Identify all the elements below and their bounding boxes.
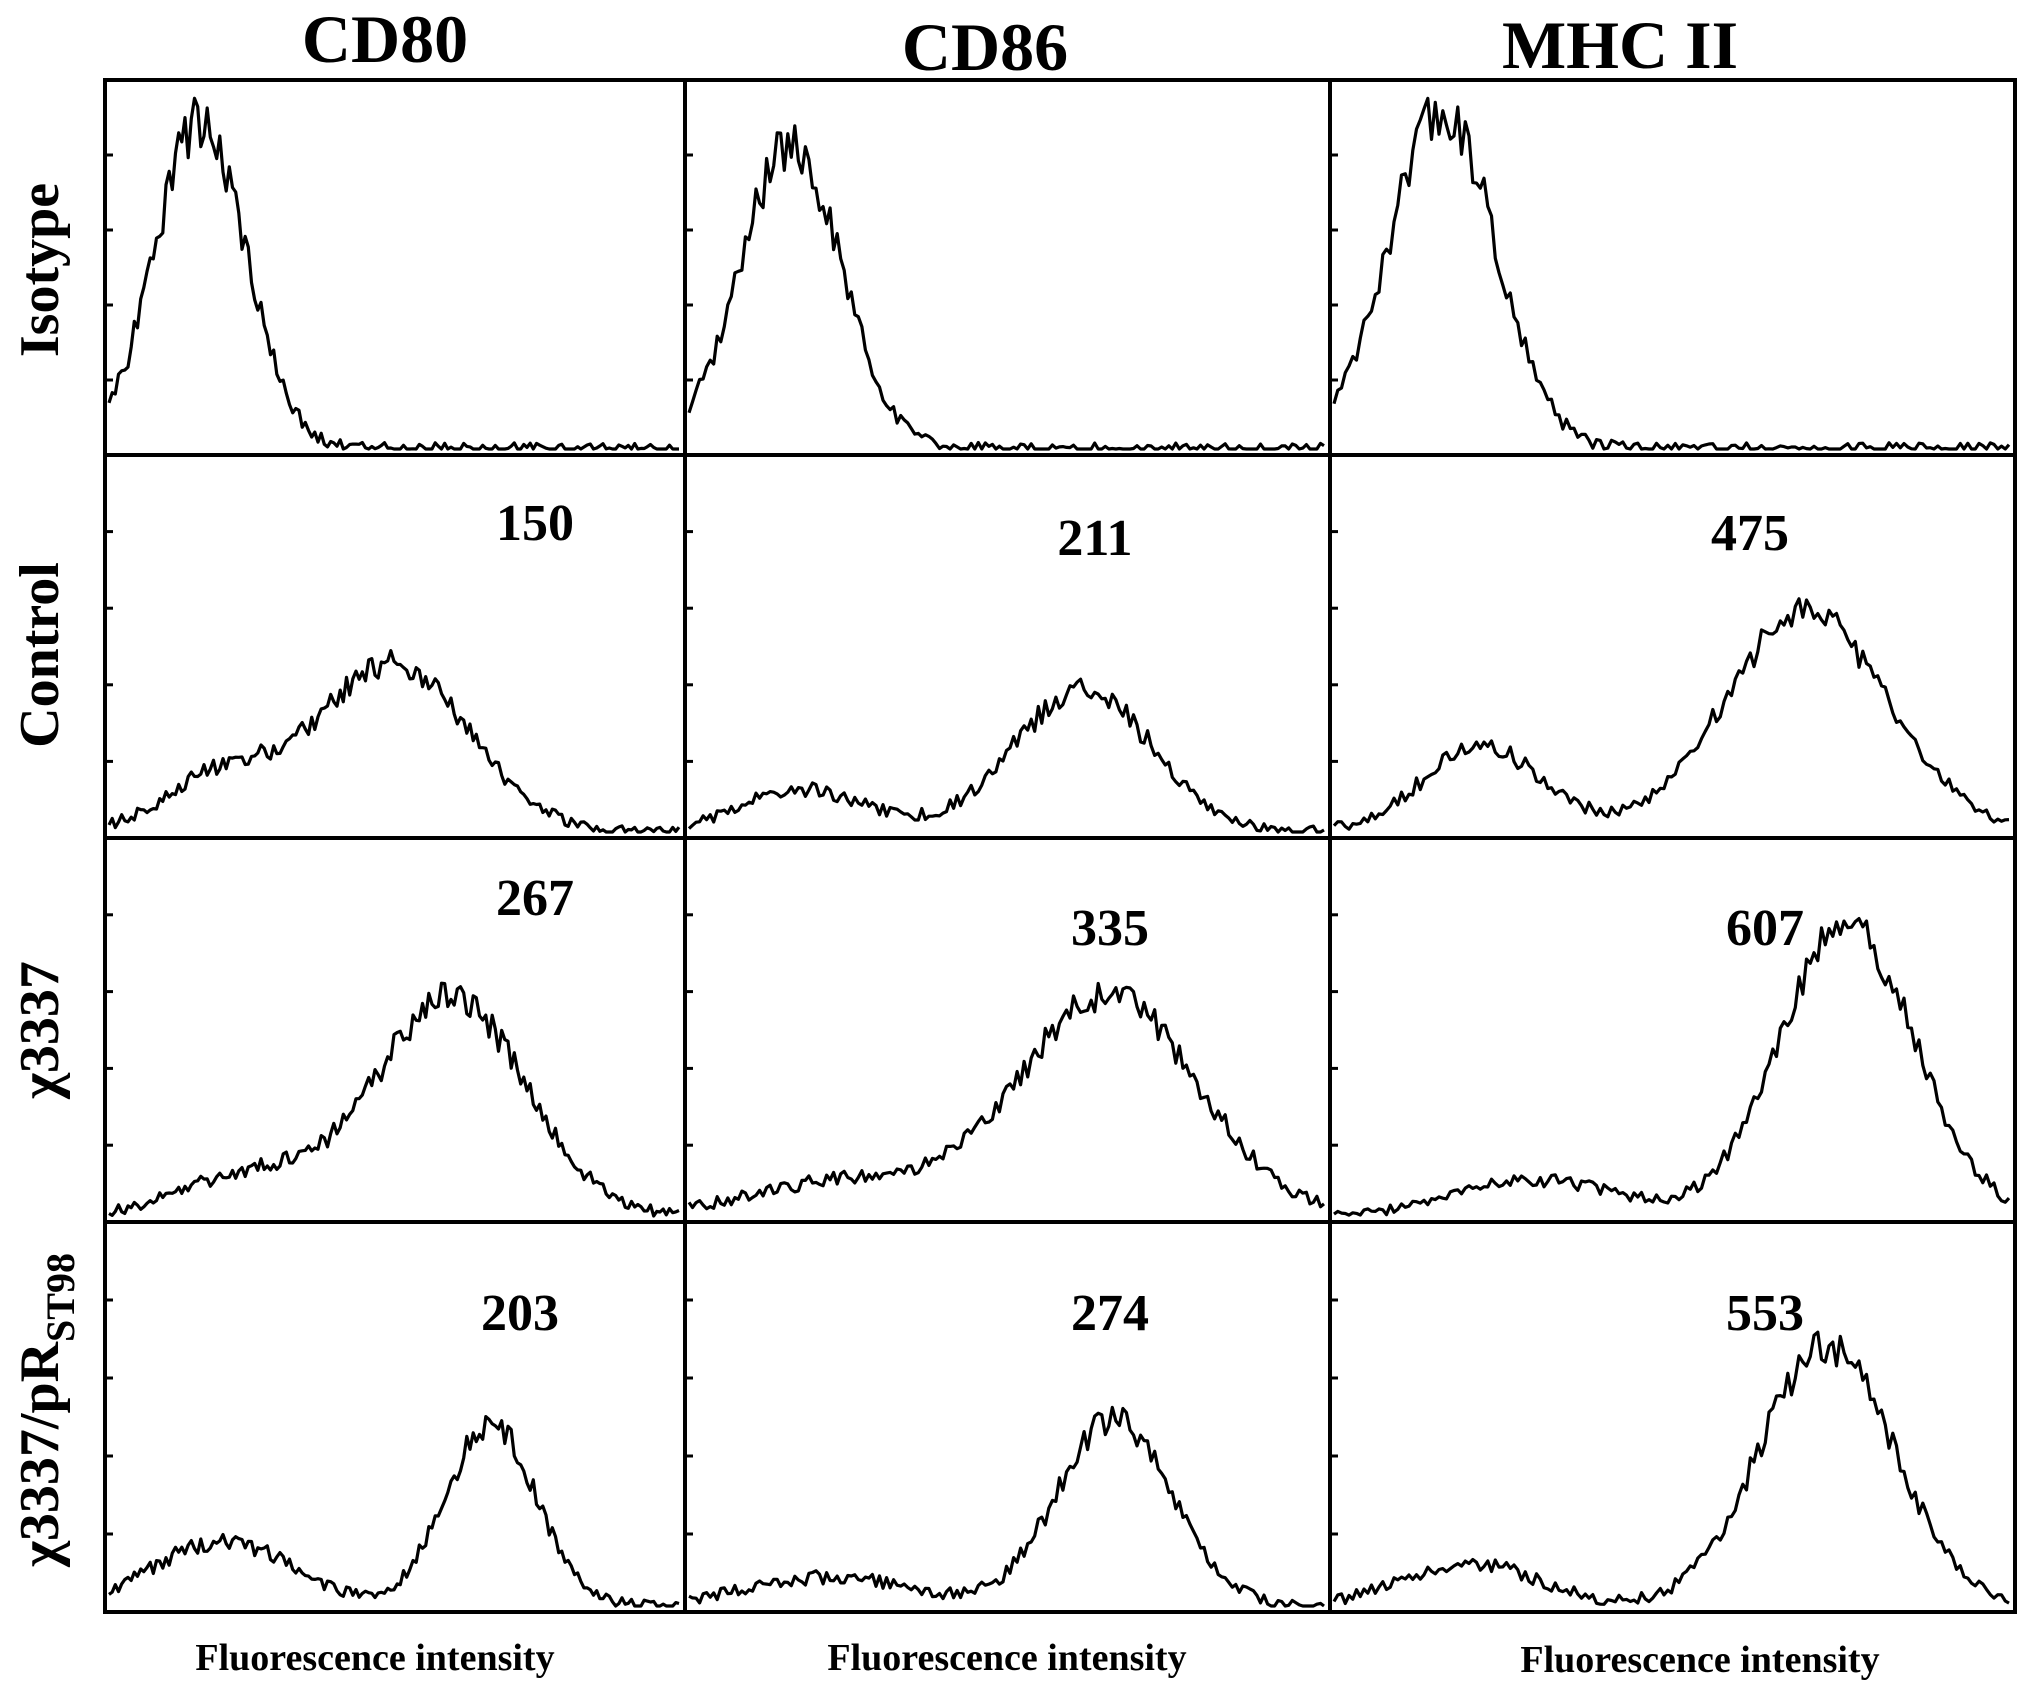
x-axis-label-cd80: Fluorescence intensity xyxy=(195,1637,554,1679)
column-title-cd80: CD80 xyxy=(302,1,468,77)
column-title-mhc-ii: MHC II xyxy=(1502,7,1738,83)
histogram-line-control-cd80 xyxy=(107,649,681,834)
value-chi3337-prst98-cd80: 203 xyxy=(481,1285,559,1342)
value-chi3337-prst98-mhc-ii: 553 xyxy=(1726,1285,1804,1342)
panel-frame xyxy=(103,78,687,457)
histogram-line-isotype-cd86 xyxy=(687,124,1325,451)
column-title-cd86: CD86 xyxy=(902,9,1068,85)
row-label-subscript: ST98 xyxy=(38,1253,83,1342)
panel-frame xyxy=(683,836,1332,1224)
histogram-line-control-cd86 xyxy=(687,677,1325,834)
panel-frame xyxy=(1328,453,2017,840)
x-axis-label-cd86: Fluorescence intensity xyxy=(827,1637,1186,1679)
row-label-chi3337-prst98: χ3337/pRST98 xyxy=(9,1253,83,1568)
value-chi3337-prst98-cd86: 274 xyxy=(1071,1285,1149,1342)
histogram-line-3337-mhcii xyxy=(1333,917,2011,1217)
histogram-line-control-mhcii xyxy=(1332,597,2010,831)
value-control-cd86: 211 xyxy=(1057,510,1132,567)
histogram-line-3337-cd80 xyxy=(108,981,680,1218)
panel-frame xyxy=(103,836,687,1224)
panel-frame xyxy=(1328,1220,2017,1614)
panel-frame xyxy=(683,453,1332,840)
histogram-line-3337pr-mhcii xyxy=(1332,1330,2010,1606)
value-chi3337-cd80: 267 xyxy=(496,870,574,927)
value-chi3337-cd86: 335 xyxy=(1071,900,1149,957)
panel-frame xyxy=(103,1220,687,1614)
histogram-line-isotype-mhcii xyxy=(1332,96,2011,451)
panel-frame xyxy=(683,1220,1332,1614)
histogram-line-3337pr-cd86 xyxy=(688,1405,1325,1608)
row-label-chi3337: χ3337 xyxy=(9,961,71,1100)
row-label-control: Control xyxy=(9,562,71,748)
row-label-isotype: Isotype xyxy=(9,183,71,357)
row-label-main: χ3337/pR xyxy=(9,1341,71,1568)
value-chi3337-mhc-ii: 607 xyxy=(1726,900,1804,957)
histogram-line-3337pr-cd80 xyxy=(108,1415,680,1608)
x-axis-label-mhc-ii: Fluorescence intensity xyxy=(1520,1639,1879,1681)
value-control-mhc-ii: 475 xyxy=(1711,505,1789,562)
histogram-panels xyxy=(103,78,2017,1614)
histogram-line-3337-cd86 xyxy=(687,981,1325,1211)
value-control-cd80: 150 xyxy=(496,495,574,552)
histogram-line-isotype-cd80 xyxy=(107,96,679,451)
panel-frame xyxy=(103,453,687,840)
